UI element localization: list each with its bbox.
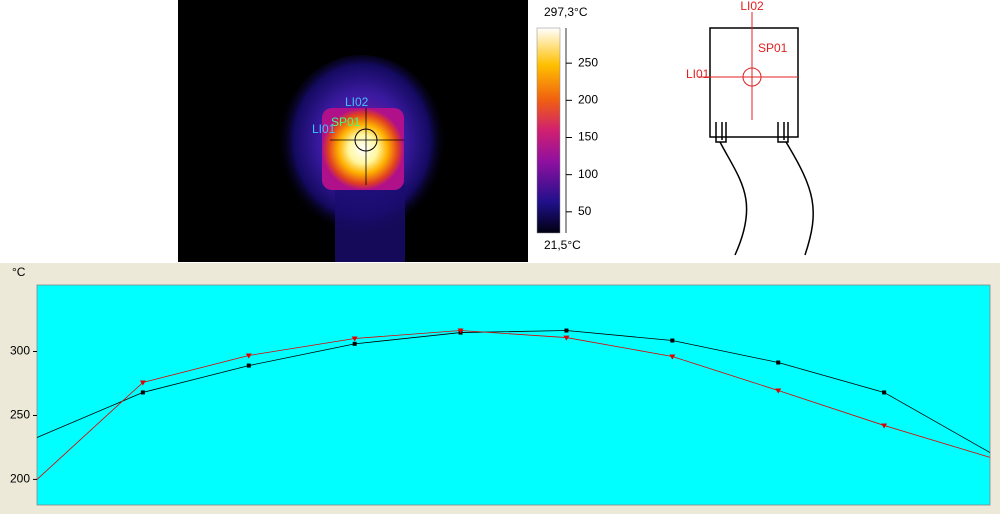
- point: [776, 360, 781, 365]
- point: [882, 390, 887, 395]
- colorbar-min: 21,5°C: [544, 238, 581, 252]
- point: [563, 335, 570, 341]
- schematic: LI02 SP01 LI01: [686, 0, 814, 256]
- schematic-label: LI01: [686, 67, 710, 81]
- point: [246, 363, 251, 368]
- point: [457, 328, 464, 334]
- point: [140, 390, 145, 395]
- y-axis-label: °C: [12, 265, 26, 279]
- point: [352, 341, 357, 346]
- point: [564, 328, 569, 333]
- colorbar-tick-label: 50: [578, 204, 592, 218]
- image-label: LI01: [312, 122, 336, 136]
- chart: 200 250 300: [10, 328, 991, 486]
- y-tick-label: 250: [10, 408, 30, 422]
- point: [670, 338, 675, 343]
- series-line: [36, 330, 991, 453]
- colorbar-tick-label: 200: [578, 92, 598, 106]
- colorbar: 297,3°C 21,5°C 50 100 150 200 250: [536, 5, 598, 252]
- image-label: SP01: [331, 115, 361, 129]
- plot-area: [36, 284, 991, 506]
- schematic-label: LI02: [740, 0, 764, 13]
- point: [775, 388, 782, 394]
- point: [139, 380, 146, 386]
- colorbar-max: 297,3°C: [544, 5, 588, 19]
- point: [351, 336, 358, 342]
- colorbar-tick-label: 150: [578, 130, 598, 144]
- point: [245, 353, 252, 359]
- y-tick-label: 300: [10, 344, 30, 358]
- image-label: LI02: [345, 95, 369, 109]
- point: [669, 354, 676, 360]
- y-tick-label: 200: [10, 472, 30, 486]
- colorbar-tick-label: 100: [578, 167, 598, 181]
- schematic-label: SP01: [758, 41, 788, 55]
- point: [881, 423, 888, 429]
- thermal-image: LI02 SP01 LI01: [178, 0, 528, 262]
- series-line: [36, 330, 991, 480]
- colorbar-tick-label: 250: [578, 55, 598, 69]
